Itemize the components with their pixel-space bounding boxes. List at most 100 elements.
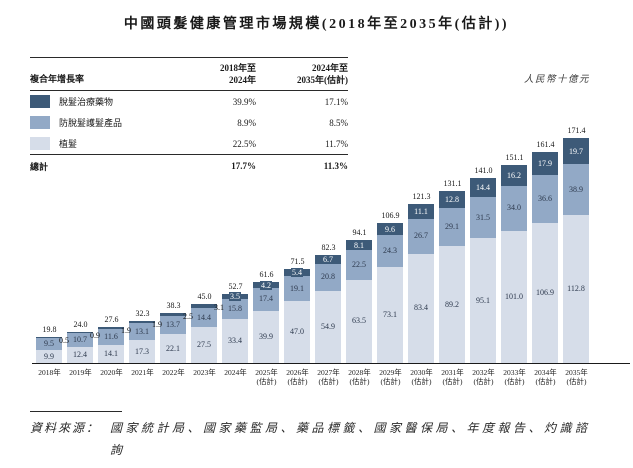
bar-stack: 14.4 31.5 95.1 — [470, 178, 496, 363]
bar-stack: 16.2 34.0 101.0 — [501, 164, 527, 363]
segment-treatment-drugs: 12.8 — [439, 191, 465, 209]
legend-row-transplant: 植髮 22.5% 11.7% — [30, 133, 348, 154]
segment-value-label: 83.4 — [414, 303, 428, 313]
segment-value-label: 73.1 — [383, 310, 397, 320]
legend-row-drugs: 脫髮治療藥物 39.9% 17.1% — [30, 91, 348, 112]
legend-label-drugs: 脫髮治療藥物 — [59, 97, 114, 107]
cagr-total-label: 總計 — [30, 161, 49, 172]
bar-column-2025年: 61.6 4.2 17.4 39.9 — [251, 120, 282, 363]
segment-treatment-drugs: 5.4 — [284, 268, 310, 278]
segment-hair-transplant: 12.4 — [67, 346, 93, 363]
bar-column-2035年: 171.4 19.7 38.9 112.8 — [561, 120, 592, 363]
segment-treatment-drugs: 11.1 — [408, 204, 434, 219]
source-note: 資料來源： 國家統計局、國家藥監局、藥品標籤、國家醫保局、年度報告、灼識諮詢 — [30, 417, 615, 461]
unit-label: 人民幣十億元 — [523, 75, 590, 85]
bar-stack: 9.6 24.3 73.1 — [377, 222, 403, 363]
total-value-label: 141.0 — [474, 166, 493, 176]
segment-value-label: 17.9 — [537, 158, 553, 168]
bar-stack: 9.5 9.9 — [36, 336, 62, 363]
bar-column-2018年: 19.8 0.5 9.5 9.9 — [34, 120, 69, 363]
segment-treatment-drugs: 6.7 — [315, 254, 341, 264]
cagr-header-label: 複合年增長率 — [30, 74, 85, 84]
bar-stack: 13.1 17.3 — [129, 320, 155, 363]
segment-anti-hairloss-products: 22.5 — [346, 250, 372, 280]
x-axis-tick-2025年: 2025年 (估計) — [255, 368, 278, 386]
x-axis-tick-2018年: 2018年 — [38, 368, 61, 377]
cagr-value-anti-hairloss-2: 8.5% — [329, 117, 348, 128]
segment-value-label: 8.1 — [353, 240, 365, 250]
segment-hair-transplant: 63.5 — [346, 279, 372, 363]
bar-stack: 8.1 22.5 63.5 — [346, 239, 372, 363]
segment-hair-transplant: 22.1 — [160, 334, 186, 363]
segment-hair-transplant: 83.4 — [408, 253, 434, 363]
legend-swatch-transplant — [30, 137, 50, 150]
bar-stack: 13.7 22.1 — [160, 312, 186, 363]
total-value-label: 131.1 — [443, 179, 462, 189]
segment-value-label: 16.2 — [506, 171, 522, 181]
bar-column-2020年: 27.6 1.9 11.6 14.1 — [96, 120, 131, 363]
segment-anti-hairloss-products: 10.7 — [67, 332, 93, 347]
segment-value-label: 31.5 — [476, 212, 490, 222]
segment-value-label: 101.0 — [505, 291, 523, 301]
cagr-total-row: 總計 17.7% 11.3% — [30, 155, 348, 177]
cagr-value-drugs-2: 17.1% — [324, 96, 348, 107]
x-axis-tick-2032年: 2032年 (估計) — [472, 368, 495, 386]
segment-anti-hairloss-products: 15.8 — [222, 298, 248, 320]
bar-stack: 5.4 19.1 47.0 — [284, 268, 310, 363]
total-value-label: 38.3 — [166, 300, 181, 310]
segment-anti-hairloss-products: 19.1 — [284, 276, 310, 302]
segment-hair-transplant: 112.8 — [563, 215, 589, 363]
bar-column-2028年: 94.1 8.1 22.5 63.5 — [344, 120, 375, 363]
x-axis-tick-2023年: 2023年 — [193, 368, 216, 377]
segment-value-label: 10.7 — [73, 334, 87, 344]
bar-column-2029年: 106.9 9.6 24.3 73.1 — [375, 120, 406, 363]
total-value-label: 161.4 — [536, 139, 555, 149]
segment-hair-transplant: 101.0 — [501, 230, 527, 363]
segment-anti-hairloss-products: 17.4 — [253, 287, 279, 311]
bar-stack: 11.1 26.7 83.4 — [408, 204, 434, 363]
segment-anti-hairloss-products: 26.7 — [408, 218, 434, 254]
segment-anti-hairloss-products: 29.1 — [439, 208, 465, 247]
segment-value-label: 19.1 — [290, 283, 304, 293]
segment-value-label: 5.4 — [291, 268, 303, 278]
segment-value-label: 6.7 — [322, 254, 334, 264]
segment-value-label: 11.1 — [413, 207, 429, 217]
bar-stack: 12.8 29.1 89.2 — [439, 191, 465, 363]
segment-value-label: 106.9 — [536, 287, 554, 297]
total-value-label: 71.5 — [290, 257, 305, 267]
segment-treatment-drugs: 4.2 — [253, 280, 279, 290]
segment-hair-transplant: 17.3 — [129, 340, 155, 363]
segment-value-label: 13.7 — [166, 320, 180, 330]
segment-value-label: 54.9 — [321, 322, 335, 332]
segment-value-label: 47.0 — [290, 327, 304, 337]
bar-stack: 3.5 15.8 33.4 — [222, 291, 248, 363]
cagr-header-col-2024-2035: 2024年至 2035年(估計) — [297, 63, 348, 85]
table-rule-bottom — [30, 154, 348, 155]
bar-stack: 4.2 17.4 39.9 — [253, 280, 279, 363]
legend-label-transplant: 植髮 — [59, 139, 78, 149]
segment-anti-hairloss-products: 38.9 — [563, 164, 589, 216]
cagr-table: 複合年增長率 2018年至 2024年 2024年至 2035年(估計) 脫髮治… — [30, 57, 348, 177]
segment-value-label: 13.1 — [135, 326, 149, 336]
bar-stack: 11.6 14.1 — [98, 326, 124, 363]
legend-label-anti-hairloss: 防脫髮護髮產品 — [59, 118, 123, 128]
segment-value-label: 17.4 — [259, 294, 273, 304]
segment-value-label: 26.7 — [414, 231, 428, 241]
bar-stack: 19.7 38.9 112.8 — [563, 138, 589, 363]
bar-column-2034年: 161.4 17.9 36.6 106.9 — [530, 120, 561, 363]
page-title: 中國頭髮健康管理市場規模(2018年至2035年(估計)) — [123, 17, 510, 32]
segment-value-label: 9.9 — [44, 351, 54, 361]
segment-anti-hairloss-products: 36.6 — [532, 175, 558, 223]
bar-column-2021年: 32.3 1.9 13.1 17.3 — [127, 120, 162, 363]
bar-column-2031年: 131.1 12.8 29.1 89.2 — [437, 120, 468, 363]
segment-value-label: 33.4 — [228, 336, 242, 346]
segment-value-label: 22.1 — [166, 343, 180, 353]
segment-value-label: 4.2 — [260, 280, 272, 290]
segment-value-label: 9.5 — [44, 338, 54, 348]
segment-hair-transplant: 73.1 — [377, 267, 403, 363]
segment-treatment-drugs: 16.2 — [501, 164, 527, 187]
segment-value-label: 34.0 — [507, 203, 521, 213]
legend-row-anti-hairloss: 防脫髮護髮產品 8.9% 8.5% — [30, 112, 348, 133]
segment-value-label: 22.5 — [352, 260, 366, 270]
segment-value-label: 14.4 — [197, 312, 211, 322]
